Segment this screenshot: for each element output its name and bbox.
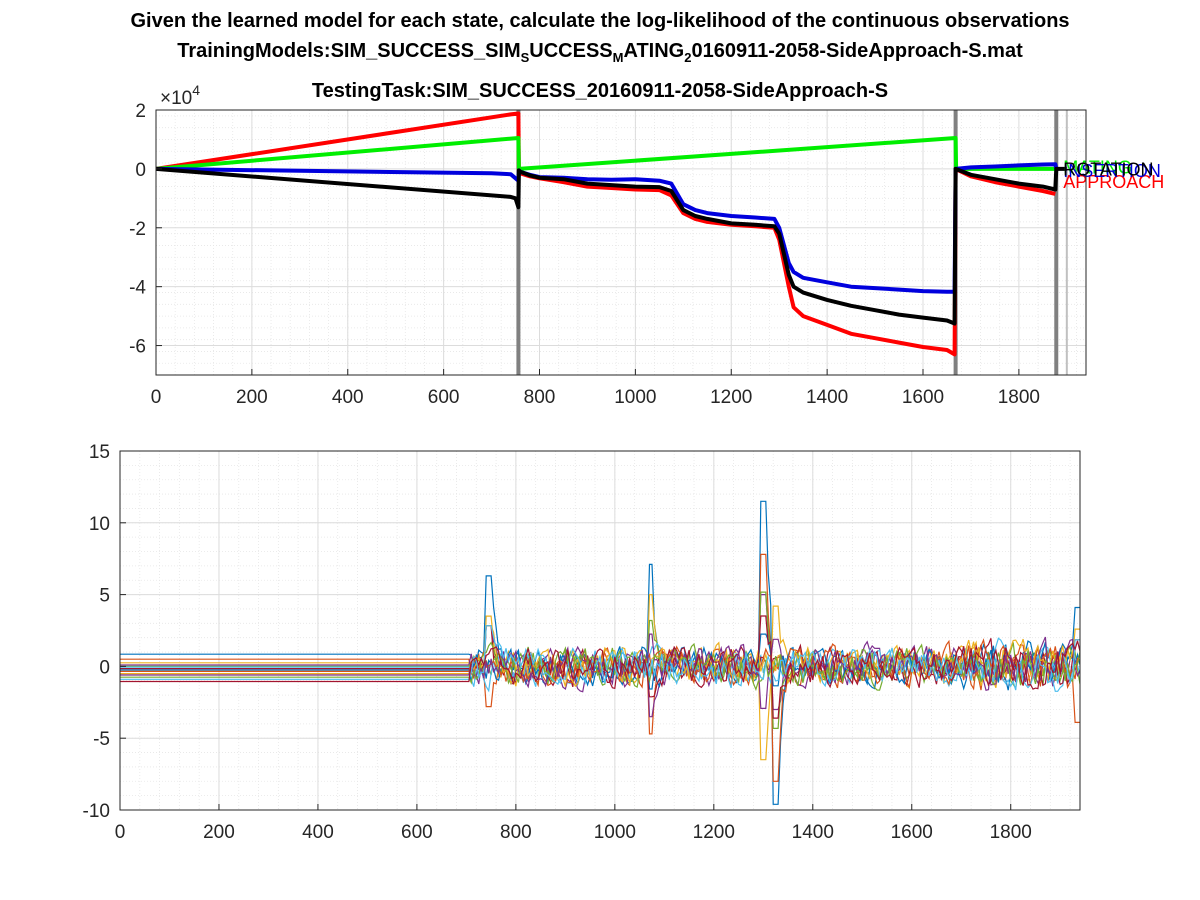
- bottom-series-line-11: [120, 641, 1080, 692]
- bottom-x-tick-label: 200: [203, 822, 235, 843]
- bottom-series-line-13: [120, 615, 1080, 719]
- figure-title-line1: Given the learned model for each state, …: [130, 10, 1070, 32]
- top-plot-area: [156, 110, 1086, 375]
- bottom-axes-box: [119, 450, 1081, 811]
- title-line2-sub-s: S: [520, 50, 530, 65]
- top-y-tick-label: 2: [135, 101, 146, 122]
- top-y-tick-label: 0: [135, 160, 146, 181]
- bottom-x-tick-label: 0: [115, 822, 126, 843]
- top-y-tick-label: -2: [129, 219, 146, 240]
- title-line2-part4: ATING: [623, 40, 685, 62]
- top-y-tick-label: -4: [129, 278, 146, 299]
- chart-bottom-observations: 0 200 400 600 800 1000 1200 1400 1600 1800151050-…: [83, 442, 1081, 843]
- top-x-tick-label: 1600: [902, 387, 944, 408]
- title-line2-part6: 0160911-2058-SideApproach-S.mat: [691, 40, 1023, 62]
- top-exponent-label: ×104: [160, 82, 200, 109]
- bottom-y-tick-label: -10: [83, 801, 110, 822]
- top-x-tick-label: 600: [428, 387, 460, 408]
- bottom-x-tick-label: 1200: [693, 822, 735, 843]
- bottom-x-tick-label: 1400: [792, 822, 834, 843]
- title-line2-part0: TrainingModels:SIM_SUCCESS_SIM: [177, 40, 521, 62]
- bottom-x-tick-label: 600: [401, 822, 433, 843]
- bottom-y-tick-label: 5: [99, 586, 110, 607]
- figure-title-line2: TrainingModels:SIM_SUCCESS_SIMSUCCESSMAT…: [0, 40, 1200, 65]
- top-x-tick-label: 1400: [806, 387, 848, 408]
- top-end-label-1: MATING: [1063, 158, 1132, 178]
- top-x-tick-label: 200: [236, 387, 268, 408]
- bottom-y-tick-label: -5: [93, 729, 110, 750]
- bottom-series-line-5: [120, 637, 1080, 693]
- bottom-series-line-12: [120, 625, 1080, 691]
- top-x-tick-label: 1200: [710, 387, 752, 408]
- bottom-series-group: [120, 500, 1080, 805]
- top-end-label-0: APPROACH: [1063, 172, 1164, 192]
- top-end-label-2: INSERTION: [1063, 161, 1161, 181]
- bottom-x-tick-label: 800: [500, 822, 532, 843]
- top-x-tick-label: 800: [524, 387, 556, 408]
- top-end-label-3: ROTATION: [1063, 159, 1153, 179]
- top-y-tick-label: -6: [129, 337, 146, 358]
- figure-title-line3: TestingTask:SIM_SUCCESS_20160911-2058-Si…: [311, 80, 889, 102]
- title-line2-sub-m: M: [612, 50, 624, 65]
- top-series-line-3: [155, 166, 1067, 326]
- title-line2-sub-2: 2: [684, 50, 692, 65]
- top-x-tick-label: 0: [151, 387, 162, 408]
- title-line2-part2: UCCESS: [529, 40, 613, 62]
- bottom-y-tick-label: 15: [89, 442, 110, 463]
- top-x-tick-label: 400: [332, 387, 364, 408]
- top-axes-box: [155, 109, 1087, 376]
- bottom-plot-area: [120, 451, 1080, 810]
- bottom-x-tick-label: 1600: [891, 822, 933, 843]
- bottom-x-tick-label: 1800: [990, 822, 1032, 843]
- bottom-y-tick-label: 0: [99, 657, 110, 678]
- bottom-x-tick-label: 1000: [594, 822, 636, 843]
- bottom-x-tick-label: 400: [302, 822, 334, 843]
- top-x-tick-label: 1800: [998, 387, 1040, 408]
- top-x-tick-label: 1000: [614, 387, 656, 408]
- bottom-y-tick-label: 10: [89, 514, 110, 535]
